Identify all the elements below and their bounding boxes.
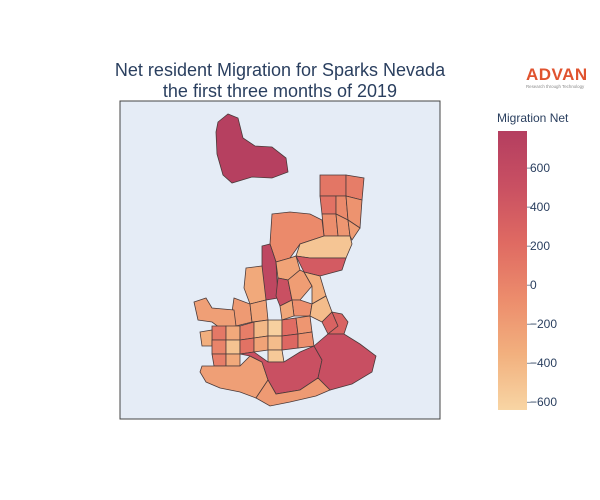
region-ne-tall-c[interactable] bbox=[319, 195, 337, 215]
brand-tagline: Research through Technology bbox=[526, 84, 585, 89]
region-ne-tall-a[interactable] bbox=[319, 174, 347, 197]
region-core-o[interactable] bbox=[297, 331, 315, 349]
region-ne-tall-b[interactable] bbox=[345, 174, 365, 201]
region-core-j[interactable] bbox=[225, 339, 241, 355]
region-core-i[interactable] bbox=[211, 339, 227, 355]
region-core-r[interactable] bbox=[225, 353, 241, 367]
colorbar-tick-label: 400 bbox=[530, 200, 550, 214]
colorbar-tick-label: −400 bbox=[530, 356, 557, 370]
region-core-g[interactable] bbox=[295, 315, 313, 335]
region-core-n[interactable] bbox=[281, 333, 299, 351]
region-core-f[interactable] bbox=[281, 317, 299, 337]
region-core-e[interactable] bbox=[267, 319, 283, 337]
region-core-b[interactable] bbox=[225, 325, 241, 341]
colorbar-title: Migration Net bbox=[497, 111, 569, 125]
page-title: Net resident Migration for Sparks Nevada… bbox=[70, 60, 490, 102]
colorbar-tick-label: 0 bbox=[530, 278, 537, 292]
colorbar-tick-label: 200 bbox=[530, 239, 550, 253]
colorbar-tick-label: −200 bbox=[530, 317, 557, 331]
title-line-1: Net resident Migration for Sparks Nevada bbox=[114, 60, 446, 80]
colorbar-gradient bbox=[498, 131, 527, 410]
region-west-block-b[interactable] bbox=[249, 299, 269, 323]
region-core-d[interactable] bbox=[253, 319, 269, 339]
region-core-m[interactable] bbox=[267, 335, 283, 351]
region-ne-tall-h[interactable] bbox=[347, 219, 361, 241]
colorbar: 600 400 200 0 −200 −400 −600 bbox=[498, 131, 557, 410]
region-south-east[interactable] bbox=[313, 333, 377, 391]
region-core-k[interactable] bbox=[239, 337, 255, 355]
region-core-q[interactable] bbox=[211, 353, 227, 367]
region-center-e[interactable] bbox=[279, 299, 295, 321]
region-core-l[interactable] bbox=[253, 335, 269, 353]
colorbar-tick-label: 600 bbox=[530, 161, 550, 175]
colorbar-tick-label: −600 bbox=[530, 395, 557, 409]
region-core-h[interactable] bbox=[199, 329, 213, 347]
region-core-a[interactable] bbox=[211, 325, 227, 341]
title-line-2: the first three months of 2019 bbox=[162, 81, 398, 101]
region-north-enclave[interactable] bbox=[215, 113, 289, 184]
region-ne-tall-f[interactable] bbox=[321, 213, 339, 237]
map-regions bbox=[193, 113, 377, 407]
region-core-p[interactable] bbox=[267, 349, 285, 363]
brand-name: ADVAN bbox=[526, 65, 588, 84]
region-south-strip[interactable] bbox=[255, 377, 331, 407]
brand-logo: ADVAN Research through Technology bbox=[526, 66, 594, 90]
